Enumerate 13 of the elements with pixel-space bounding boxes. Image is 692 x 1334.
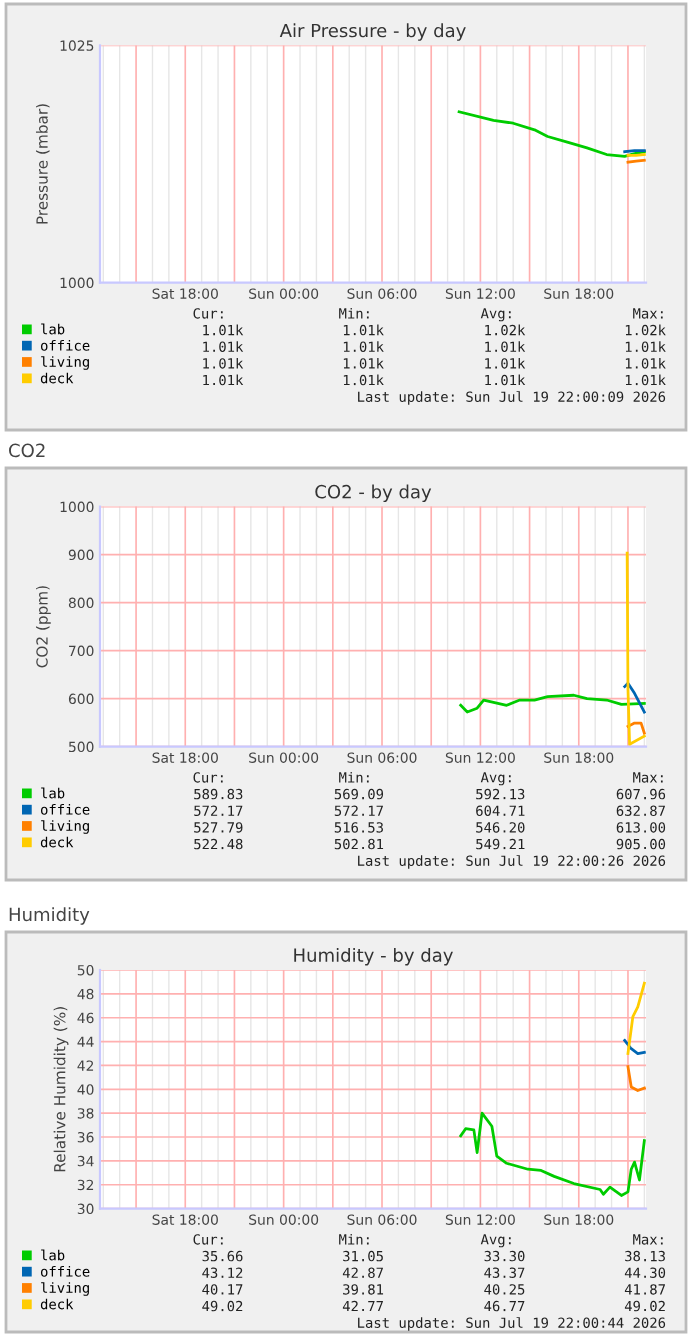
line-series [457,110,646,158]
line-series [459,693,646,714]
line-series [623,681,646,714]
chart-subtitle: CO2 [9,443,45,458]
line-series [626,1065,646,1092]
chart-subtitle: Humidity [9,907,90,925]
chart-title: CO2 - by day [315,484,432,503]
chart-title: Air Pressure - by day [279,23,466,41]
chart-title: Humidity - by day [294,947,453,966]
line-series [625,551,646,746]
line-series [623,1039,646,1055]
line-series [626,981,646,1055]
line-series [459,1111,646,1197]
